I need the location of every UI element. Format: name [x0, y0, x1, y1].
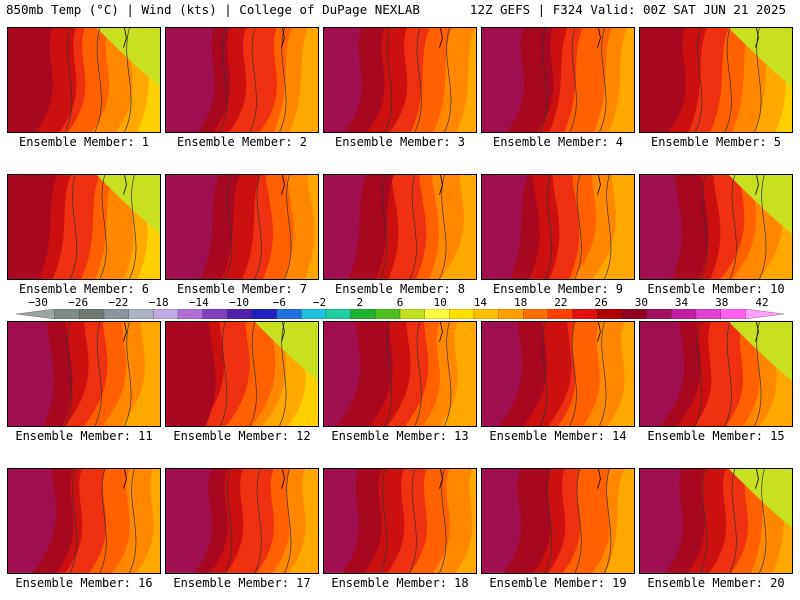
colorbar-swatch: [202, 309, 228, 319]
colorbar-tick-label: 14: [473, 296, 488, 309]
member-label: Ensemble Member: 9: [492, 282, 624, 296]
colorbar-tick-label: 26: [594, 296, 608, 309]
colorbar-swatch: [375, 309, 401, 319]
member-label: Ensemble Member: 1: [18, 135, 150, 149]
colorbar-swatch: [227, 309, 253, 319]
colorbar-tick-label: 30: [634, 296, 648, 309]
colorbar-swatch: [350, 309, 376, 319]
member-map: [481, 468, 635, 574]
colorbar-tick-label: −22: [108, 296, 129, 309]
member-map: [165, 27, 319, 133]
member-label: Ensemble Member: 4: [492, 135, 624, 149]
colorbar-tick-label: 18: [514, 296, 528, 309]
member-label: Ensemble Member: 12: [173, 429, 311, 443]
colorbar-swatch: [54, 309, 80, 319]
member-map: [165, 468, 319, 574]
member-label: Ensemble Member: 18: [331, 576, 469, 590]
colorbar-swatch: [745, 309, 784, 319]
colorbar-tick-label: 22: [554, 296, 568, 309]
colorbar-swatch: [16, 309, 55, 319]
colorbar-swatch: [399, 309, 426, 319]
map-title: 850mb Temp (°C) | Wind (kts) | College o…: [6, 2, 420, 17]
colorbar-tick-label: 34: [674, 296, 689, 309]
colorbar-swatch: [251, 309, 278, 319]
colorbar-swatch: [597, 309, 623, 319]
colorbar-swatch: [424, 309, 450, 319]
colorbar-tick-label: 6: [396, 296, 404, 309]
colorbar-swatch: [301, 309, 327, 319]
member-map: [165, 321, 319, 427]
colorbar-swatch: [473, 309, 500, 319]
member-label: Ensemble Member: 19: [489, 576, 627, 590]
member-map: [323, 321, 477, 427]
valid-time: 12Z GEFS | F324 Valid: 00Z SAT JUN 21 20…: [469, 2, 786, 17]
member-label: Ensemble Member: 14: [489, 429, 627, 443]
member-map: [7, 27, 161, 133]
colorbar-tick-label: −14: [188, 296, 209, 309]
member-label: Ensemble Member: 5: [650, 135, 782, 149]
colorbar-tick-label: −2: [312, 296, 327, 309]
colorbar-swatch: [103, 309, 130, 319]
colorbar-swatch: [79, 309, 105, 319]
colorbar-swatch: [621, 309, 648, 319]
colorbar-tick-label: 10: [433, 296, 447, 309]
member-label: Ensemble Member: 7: [176, 282, 308, 296]
colorbar-swatch: [498, 309, 524, 319]
colorbar-swatch: [325, 309, 352, 319]
colorbar-swatch: [646, 309, 672, 319]
colorbar-swatch: [523, 309, 549, 319]
member-map: [7, 174, 161, 280]
colorbar-swatch: [695, 309, 722, 319]
member-label: Ensemble Member: 13: [331, 429, 469, 443]
member-map: [323, 174, 477, 280]
colorbar-tick-label: −10: [229, 296, 250, 309]
member-map: [165, 174, 319, 280]
colorbar-swatch: [153, 309, 179, 319]
member-map: [481, 27, 635, 133]
colorbar-tick-label: 42: [755, 296, 769, 309]
member-label: Ensemble Member: 8: [334, 282, 466, 296]
member-map: [639, 321, 793, 427]
member-label: Ensemble Member: 17: [173, 576, 311, 590]
colorbar-tick-label: −18: [148, 296, 169, 309]
colorbar-swatch: [720, 309, 746, 319]
member-map: [7, 468, 161, 574]
member-map: [323, 468, 477, 574]
member-map: [323, 27, 477, 133]
member-label: Ensemble Member: 6: [18, 282, 150, 296]
member-map: [481, 174, 635, 280]
colorbar-tick-label: 2: [356, 296, 364, 309]
member-label: Ensemble Member: 11: [15, 429, 153, 443]
member-label: Ensemble Member: 2: [176, 135, 308, 149]
member-map: [639, 468, 793, 574]
member-label: Ensemble Member: 20: [647, 576, 785, 590]
member-map: [7, 321, 161, 427]
colorbar-swatch: [128, 309, 154, 319]
colorbar-tick-label: 38: [715, 296, 729, 309]
colorbar-swatch: [572, 309, 598, 319]
member-map: [639, 27, 793, 133]
colorbar-swatch: [671, 309, 697, 319]
member-label: Ensemble Member: 3: [334, 135, 466, 149]
member-map: [639, 174, 793, 280]
member-map: [481, 321, 635, 427]
colorbar-swatch: [276, 309, 302, 319]
member-label: Ensemble Member: 15: [647, 429, 785, 443]
member-label: Ensemble Member: 10: [647, 282, 785, 296]
colorbar-tick-label: −6: [272, 296, 286, 309]
colorbar-swatch: [177, 309, 204, 319]
member-label: Ensemble Member: 16: [15, 576, 153, 590]
colorbar-swatch: [547, 309, 574, 319]
temperature-colorbar: [16, 309, 784, 319]
colorbar-swatch: [449, 309, 475, 319]
colorbar-tick-label: −26: [68, 296, 89, 309]
colorbar-tick-label: −30: [28, 296, 48, 309]
